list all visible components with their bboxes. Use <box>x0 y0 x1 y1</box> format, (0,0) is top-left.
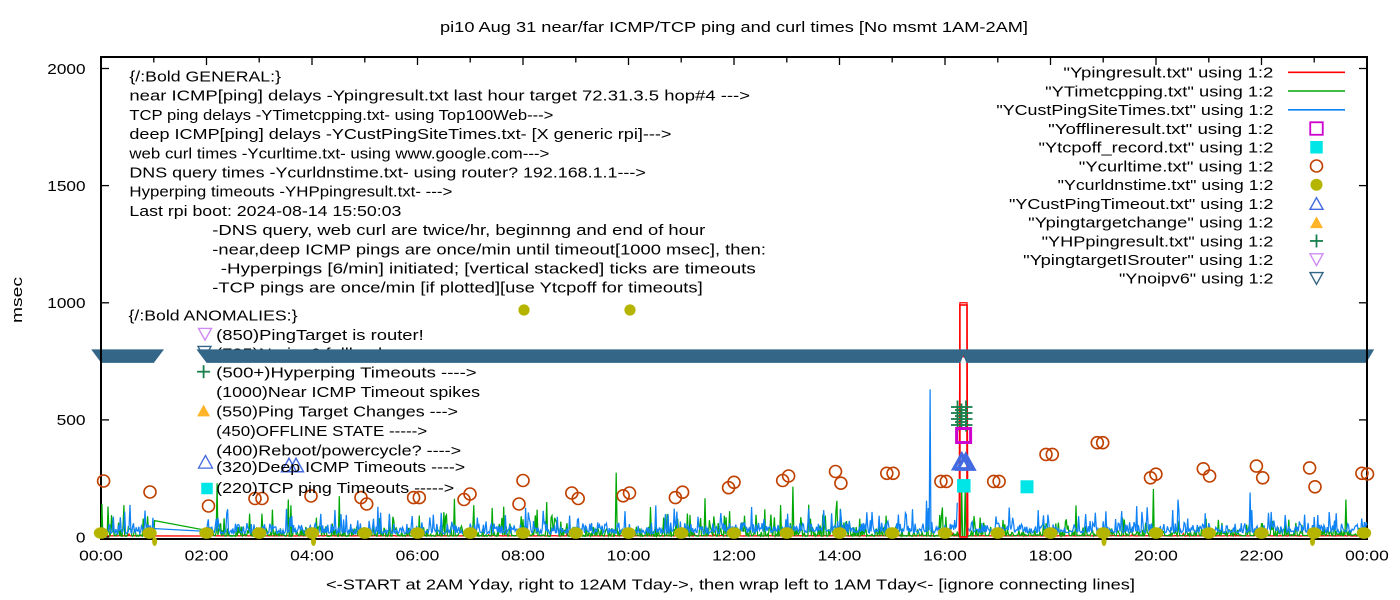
svg-text:pi10 Aug 31 near/far ICMP/TCP: pi10 Aug 31 near/far ICMP/TCP ping and c… <box>440 19 1028 36</box>
svg-text:18:00: 18:00 <box>1029 548 1073 565</box>
svg-text:08:00: 08:00 <box>501 548 545 565</box>
svg-text:04:00: 04:00 <box>290 548 334 565</box>
svg-text:(450)OFFLINE STATE ----->: (450)OFFLINE STATE -----> <box>216 423 427 440</box>
svg-text:web curl times -Ycurltime.txt-: web curl times -Ycurltime.txt- using www… <box>128 145 549 162</box>
svg-text:<-START at 2AM Yday, right to: <-START at 2AM Yday, right to 12AM Tday-… <box>326 577 1135 594</box>
svg-text:00:00: 00:00 <box>79 548 123 565</box>
svg-text:"Ypingtargetchange" using 1:2: "Ypingtargetchange" using 1:2 <box>1028 215 1273 232</box>
svg-text:deep ICMP[ping] delays -YCustP: deep ICMP[ping] delays -YCustPingSiteTim… <box>129 126 671 143</box>
svg-text:(1000)Near ICMP Timeout spikes: (1000)Near ICMP Timeout spikes <box>216 384 480 401</box>
svg-text:(550)Ping Target Changes --->: (550)Ping Target Changes ---> <box>216 403 458 420</box>
svg-text:06:00: 06:00 <box>396 548 440 565</box>
svg-text:Last rpi boot: 2024-08-14 15:5: Last rpi boot: 2024-08-14 15:50:03 <box>129 203 401 220</box>
svg-text:-near,deep ICMP pings are once: -near,deep ICMP pings are once/min until… <box>212 241 766 258</box>
svg-text:-TCP pings are once/min [if pl: -TCP pings are once/min [if plotted][use… <box>212 280 702 297</box>
svg-text:"Ynoipv6" using 1:2: "Ynoipv6" using 1:2 <box>1119 271 1273 288</box>
svg-text:(500+)Hyperping Timeouts ---->: (500+)Hyperping Timeouts ----> <box>216 364 477 381</box>
svg-text:DNS query times -Ycurldnstime.: DNS query times -Ycurldnstime.txt- using… <box>129 165 646 182</box>
svg-text:(850)PingTarget is router!: (850)PingTarget is router! <box>216 327 424 344</box>
svg-text:"Ycurldnstime.txt" using 1:2: "Ycurldnstime.txt" using 1:2 <box>1058 177 1274 194</box>
svg-text:2000: 2000 <box>47 61 85 78</box>
svg-text:"Ycurltime.txt" using 1:2: "Ycurltime.txt" using 1:2 <box>1079 158 1274 175</box>
svg-text:22:00: 22:00 <box>1240 548 1284 565</box>
svg-text:"YpingtargetISrouter" using 1:: "YpingtargetISrouter" using 1:2 <box>1023 252 1273 269</box>
svg-text:(220)TCP ping Timeouts ----->: (220)TCP ping Timeouts -----> <box>216 480 454 497</box>
svg-text:500: 500 <box>57 412 86 429</box>
svg-text:msec: msec <box>9 276 26 323</box>
svg-text:02:00: 02:00 <box>185 548 229 565</box>
svg-text:(320)Deep ICMP Timeouts ---->: (320)Deep ICMP Timeouts ----> <box>216 459 465 476</box>
svg-text:14:00: 14:00 <box>818 548 862 565</box>
svg-text:"YHPpingresult.txt" using 1:2: "YHPpingresult.txt" using 1:2 <box>1042 233 1274 250</box>
svg-text:TCP ping delays -YTimetcpping.: TCP ping delays -YTimetcpping.txt- using… <box>129 107 553 124</box>
svg-text:00:00: 00:00 <box>1345 548 1389 565</box>
svg-text:1000: 1000 <box>47 295 85 312</box>
svg-text:20:00: 20:00 <box>1134 548 1178 565</box>
svg-text:12:00: 12:00 <box>712 548 756 565</box>
svg-text:10:00: 10:00 <box>607 548 651 565</box>
svg-text:"YCustPingSiteTimes.txt" using: "YCustPingSiteTimes.txt" using 1:2 <box>996 102 1273 119</box>
svg-text:{/:Bold GENERAL:}: {/:Bold GENERAL:} <box>129 69 281 86</box>
svg-text:1500: 1500 <box>47 178 85 195</box>
svg-text:Hyperping timeouts -YHPpingres: Hyperping timeouts -YHPpingresult.txt- -… <box>129 184 452 201</box>
svg-text:{/:Bold ANOMALIES:}: {/:Bold ANOMALIES:} <box>129 308 298 325</box>
svg-text:-Hyperpings [6/min] initiated;: -Hyperpings [6/min] initiated; [vertical… <box>221 261 756 278</box>
svg-text:16:00: 16:00 <box>923 548 967 565</box>
svg-text:-DNS query, web curl are twice: -DNS query, web curl are twice/hr, begin… <box>212 222 705 239</box>
svg-text:0: 0 <box>76 529 86 546</box>
svg-text:near ICMP[ping] delays -Ypingr: near ICMP[ping] delays -Ypingresult.txt … <box>129 88 750 105</box>
svg-text:"Ypingresult.txt" using 1:2: "Ypingresult.txt" using 1:2 <box>1063 65 1273 82</box>
svg-text:"YCustPingTimeout.txt" using 1: "YCustPingTimeout.txt" using 1:2 <box>1009 196 1273 213</box>
svg-text:"YTimetcpping.txt" using 1:2: "YTimetcpping.txt" using 1:2 <box>1045 83 1273 100</box>
svg-text:"Ytcpoff_record.txt" using 1:2: "Ytcpoff_record.txt" using 1:2 <box>1039 140 1274 157</box>
svg-text:"Yofflineresult.txt" using 1:2: "Yofflineresult.txt" using 1:2 <box>1048 121 1273 138</box>
svg-text:(400)Reboot/powercycle? ---->: (400)Reboot/powercycle? ----> <box>216 443 461 460</box>
